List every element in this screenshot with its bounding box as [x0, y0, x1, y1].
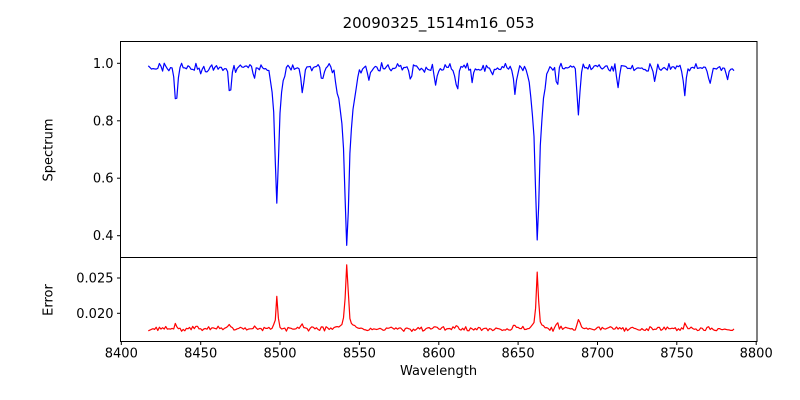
x-tick-label: 8650: [502, 347, 535, 362]
x-axis-label: Wavelength: [399, 364, 478, 379]
x-tick-label: 8400: [105, 347, 138, 362]
x-tick-label: 8500: [263, 347, 296, 362]
y-tick-label: 0.6: [93, 172, 114, 187]
y-axis-label-spectrum: Spectrum: [41, 118, 57, 182]
y-tick-label: 1.0: [93, 57, 114, 72]
y-tick-label: 0.025: [76, 272, 113, 287]
x-tick-label: 8450: [184, 347, 217, 362]
x-tick-label: 8750: [660, 347, 693, 362]
y-axis-label-error: Error: [41, 284, 57, 316]
y-tick-label: 0.8: [93, 114, 114, 129]
x-tick-label: 8550: [343, 347, 376, 362]
error-line: [148, 264, 735, 332]
x-tick-label: 8700: [581, 347, 614, 362]
x-tick-label: 8800: [740, 347, 773, 362]
spectrum-line: [147, 62, 735, 246]
y-tick-label: 0.4: [93, 229, 114, 244]
y-tick-label: 0.020: [76, 307, 113, 322]
chart-title: 20090325_1514m16_053: [342, 14, 535, 32]
x-tick-label: 8600: [422, 347, 455, 362]
panel-frame: [120, 41, 758, 258]
